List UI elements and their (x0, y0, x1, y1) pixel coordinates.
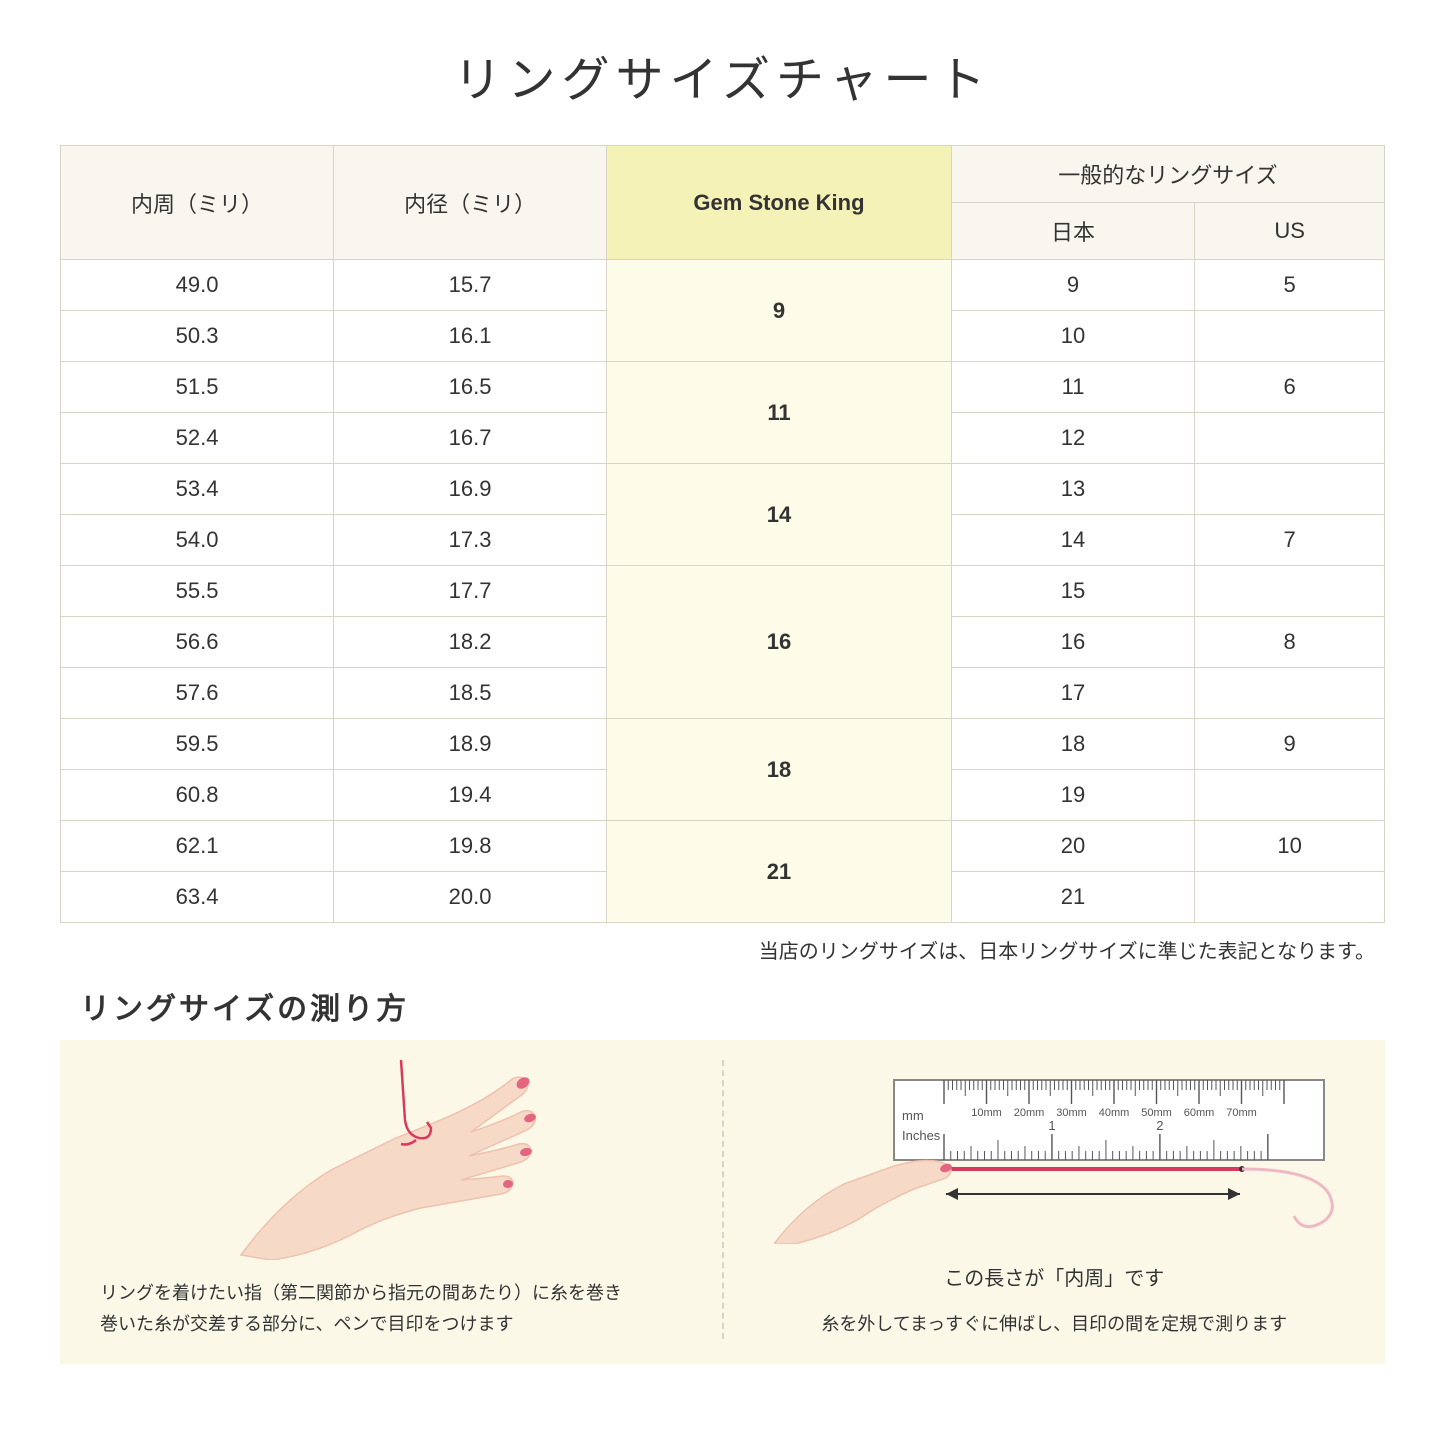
cell-circumference: 51.5 (61, 362, 334, 413)
cell-diameter: 16.1 (334, 311, 607, 362)
cell-japan: 9 (951, 260, 1194, 311)
howto-right-text: 糸を外してまっすぐに伸ばし、目印の間を定規で測ります (754, 1309, 1356, 1340)
page-title: リングサイズチャート (60, 40, 1385, 110)
cell-circumference: 59.5 (61, 719, 334, 770)
cell-japan: 20 (951, 821, 1194, 872)
svg-text:70mm: 70mm (1226, 1107, 1257, 1119)
cell-japan: 12 (951, 413, 1194, 464)
svg-text:10mm: 10mm (971, 1107, 1002, 1119)
cell-diameter: 19.4 (334, 770, 607, 821)
cell-diameter: 17.3 (334, 515, 607, 566)
cell-circumference: 53.4 (61, 464, 334, 515)
th-circumference: 内周（ミリ） (61, 146, 334, 260)
th-us: US (1195, 203, 1385, 260)
cell-gsk: 11 (607, 362, 952, 464)
cell-gsk: 18 (607, 719, 952, 821)
cell-diameter: 15.7 (334, 260, 607, 311)
svg-text:40mm: 40mm (1099, 1107, 1130, 1119)
cell-gsk: 21 (607, 821, 952, 923)
th-diameter: 内径（ミリ） (334, 146, 607, 260)
cell-us (1195, 668, 1385, 719)
cell-us: 10 (1195, 821, 1385, 872)
cell-us: 7 (1195, 515, 1385, 566)
howto-panel: リングを着けたい指（第二関節から指元の間あたり）に糸を巻き巻いた糸が交差する部分… (60, 1040, 1385, 1364)
svg-text:2: 2 (1157, 1118, 1164, 1133)
table-row: 55.517.71615 (61, 566, 1385, 617)
cell-circumference: 55.5 (61, 566, 334, 617)
cell-us (1195, 311, 1385, 362)
cell-circumference: 49.0 (61, 260, 334, 311)
cell-us: 5 (1195, 260, 1385, 311)
table-note: 当店のリングサイズは、日本リングサイズに準じた表記となります。 (60, 935, 1385, 964)
cell-diameter: 16.7 (334, 413, 607, 464)
cell-us: 9 (1195, 719, 1385, 770)
cell-japan: 21 (951, 872, 1194, 923)
svg-text:30mm: 30mm (1056, 1107, 1087, 1119)
table-row: 62.119.8212010 (61, 821, 1385, 872)
cell-diameter: 20.0 (334, 872, 607, 923)
cell-diameter: 18.9 (334, 719, 607, 770)
cell-japan: 10 (951, 311, 1194, 362)
cell-circumference: 50.3 (61, 311, 334, 362)
svg-text:20mm: 20mm (1014, 1107, 1045, 1119)
cell-circumference: 63.4 (61, 872, 334, 923)
cell-japan: 19 (951, 770, 1194, 821)
cell-circumference: 62.1 (61, 821, 334, 872)
table-row: 49.015.7995 (61, 260, 1385, 311)
table-row: 53.416.91413 (61, 464, 1385, 515)
size-chart-table: 内周（ミリ） 内径（ミリ） Gem Stone King 一般的なリングサイズ … (60, 145, 1385, 923)
cell-japan: 13 (951, 464, 1194, 515)
svg-text:60mm: 60mm (1184, 1107, 1215, 1119)
cell-gsk: 16 (607, 566, 952, 719)
ruler-mm-label: mm (902, 1108, 924, 1123)
cell-circumference: 57.6 (61, 668, 334, 719)
ruler-illustration: mm Inches 10mm20mm30mm40mm50mm60mm70mm 1… (774, 1074, 1334, 1244)
cell-us (1195, 770, 1385, 821)
cell-us (1195, 566, 1385, 617)
cell-circumference: 52.4 (61, 413, 334, 464)
cell-gsk: 9 (607, 260, 952, 362)
cell-japan: 16 (951, 617, 1194, 668)
cell-circumference: 54.0 (61, 515, 334, 566)
cell-circumference: 60.8 (61, 770, 334, 821)
cell-us: 6 (1195, 362, 1385, 413)
cell-diameter: 16.5 (334, 362, 607, 413)
cell-us: 8 (1195, 617, 1385, 668)
howto-right: mm Inches 10mm20mm30mm40mm50mm60mm70mm 1… (754, 1060, 1356, 1339)
svg-text:1: 1 (1049, 1118, 1056, 1133)
cell-diameter: 18.5 (334, 668, 607, 719)
th-japan: 日本 (951, 203, 1194, 260)
howto-divider (722, 1060, 724, 1339)
cell-japan: 17 (951, 668, 1194, 719)
table-row: 59.518.918189 (61, 719, 1385, 770)
th-general: 一般的なリングサイズ (951, 146, 1384, 203)
cell-japan: 11 (951, 362, 1194, 413)
cell-us (1195, 464, 1385, 515)
cell-us (1195, 413, 1385, 464)
cell-diameter: 16.9 (334, 464, 607, 515)
table-row: 51.516.511116 (61, 362, 1385, 413)
cell-japan: 14 (951, 515, 1194, 566)
howto-left: リングを着けたい指（第二関節から指元の間あたり）に糸を巻き巻いた糸が交差する部分… (90, 1060, 692, 1339)
cell-gsk: 14 (607, 464, 952, 566)
cell-japan: 15 (951, 566, 1194, 617)
cell-us (1195, 872, 1385, 923)
cell-diameter: 17.7 (334, 566, 607, 617)
howto-title: リングサイズの測り方 (80, 984, 1385, 1028)
hand-wrap-illustration (221, 1060, 561, 1260)
howto-left-text: リングを着けたい指（第二関節から指元の間あたり）に糸を巻き巻いた糸が交差する部分… (90, 1278, 692, 1339)
th-gsk: Gem Stone King (607, 146, 952, 260)
cell-diameter: 19.8 (334, 821, 607, 872)
cell-circumference: 56.6 (61, 617, 334, 668)
ruler-inches-label: Inches (902, 1128, 941, 1143)
ruler-length-label: この長さが「内周」です (944, 1262, 1164, 1291)
cell-diameter: 18.2 (334, 617, 607, 668)
cell-japan: 18 (951, 719, 1194, 770)
